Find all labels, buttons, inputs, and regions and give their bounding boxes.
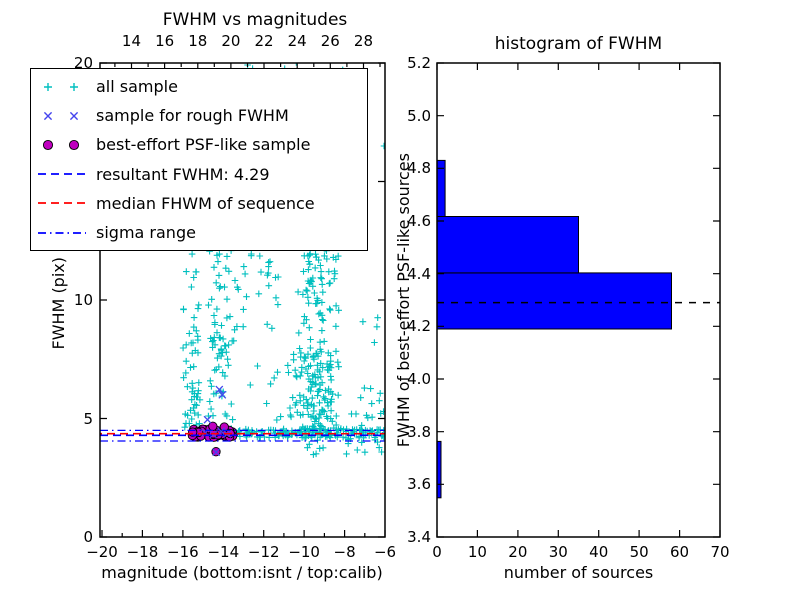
histogram-bars: [437, 159, 672, 499]
tick-label: 5: [83, 409, 93, 428]
tick-label: 50: [629, 543, 649, 561]
legend-item-rough-fwhm-sample: sample for rough FWHM: [31, 101, 367, 130]
tick-label: −14: [207, 543, 240, 561]
tick-label: 3.6: [407, 475, 431, 494]
legend-item-label: all sample: [96, 77, 178, 97]
tick-label: 24: [287, 32, 307, 50]
tick-label: 16: [155, 32, 175, 50]
tick-label: 4.2: [407, 317, 431, 336]
tick-label: −6: [373, 543, 397, 561]
left-plot-x-axis-label: magnitude (bottom:isnt / top:calib): [101, 563, 383, 582]
legend-item-psf-sample: best-effort PSF-like sample: [31, 130, 367, 159]
legend-item-label: sample for rough FWHM: [96, 106, 289, 126]
tick-label: −20: [86, 543, 118, 561]
psf-sample-points: [187, 421, 238, 457]
blue-dashed-line-icon: [38, 173, 86, 176]
tick-label: 3.4: [407, 528, 431, 546]
tick-label: 70: [710, 543, 730, 561]
tick-label: 20: [508, 543, 528, 561]
circle-marker-icon: [42, 139, 80, 151]
legend-item-all-sample: all sample: [31, 72, 367, 101]
red-dashed-line-icon: [38, 202, 86, 205]
plus-marker-icon: [44, 82, 78, 91]
left-plot-title: FWHM vs magnitudes: [162, 10, 348, 30]
right-plot-frame: [436, 62, 721, 538]
right-plot-y-axis-label: FWHM of best-effort PSF-like sources: [394, 153, 413, 448]
axis-ticks: [100, 62, 721, 538]
tick-label: 14: [121, 32, 142, 50]
legend-item-resultant-fwhm: resultant FWHM: 4.29: [31, 160, 367, 189]
tick-label: 4.8: [407, 159, 431, 178]
tick-label: 10: [73, 291, 93, 309]
legend-item-median-fwhm: median FHWM of sequence: [31, 189, 367, 218]
legend-item-label: median FHWM of sequence: [96, 193, 315, 213]
tick-label: 4.6: [407, 212, 431, 230]
tick-label: 10: [467, 543, 487, 561]
legend-item-label: resultant FWHM: 4.29: [96, 164, 270, 184]
right-plot-area: [437, 159, 720, 499]
tick-label: −18: [126, 543, 159, 561]
tick-label: 4.0: [407, 370, 431, 388]
blue-dashdot-line-icon: [38, 231, 86, 234]
tick-label: 18: [188, 32, 208, 50]
tick-label: 5.2: [407, 54, 431, 72]
legend-item-label: sigma range: [96, 223, 196, 243]
histogram-bar: [437, 159, 446, 217]
tick-label: 30: [548, 543, 568, 561]
tick-label: −8: [333, 543, 356, 561]
tick-label: −12: [247, 543, 280, 561]
tick-label: 60: [670, 543, 690, 561]
tick-label: −10: [288, 543, 320, 561]
tick-label: 5.0: [407, 106, 431, 125]
left-plot-area: [100, 63, 385, 458]
tick-label: 20: [73, 54, 93, 72]
legend-item-label: best-effort PSF-like sample: [96, 135, 311, 155]
tick-label: 3.8: [407, 422, 431, 441]
tick-label: −16: [167, 543, 199, 561]
tick-label: 4.4: [407, 264, 431, 283]
legend: all sample sample for rough FWHM best-ef…: [30, 68, 368, 251]
histogram-bar: [437, 272, 672, 330]
tick-label: 0: [432, 543, 442, 561]
tick-label: 0: [83, 528, 93, 546]
histogram-bar: [437, 440, 442, 499]
tick-label: 20: [221, 32, 241, 50]
histogram-bar: [437, 216, 579, 274]
cross-marker-icon: [43, 111, 79, 120]
tick-label: 40: [589, 543, 609, 561]
tick-label: 26: [320, 32, 340, 50]
rough-sample-points: [201, 385, 232, 457]
legend-item-sigma-range: sigma range: [31, 218, 367, 247]
tick-label: 22: [254, 32, 274, 50]
right-plot-title: histogram of FWHM: [494, 34, 663, 54]
right-plot-x-axis-label: number of sources: [503, 563, 654, 582]
tick-label: 28: [353, 32, 373, 50]
